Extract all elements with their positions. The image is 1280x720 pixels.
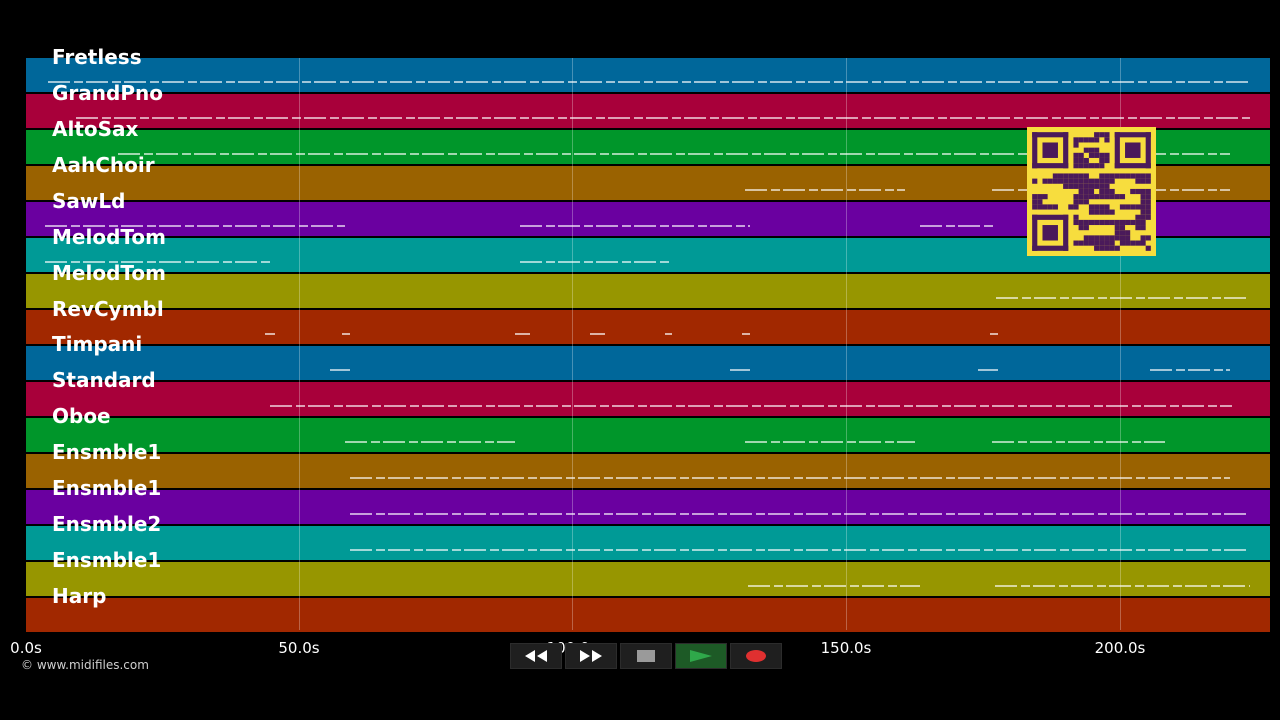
play-icon — [690, 650, 712, 662]
track-lane — [26, 562, 1270, 596]
record-button[interactable] — [730, 643, 782, 669]
track-label: Timpani — [52, 332, 143, 356]
play-button[interactable] — [675, 643, 727, 669]
track-lane — [26, 346, 1270, 380]
qr-code — [1027, 127, 1156, 256]
fast-forward-icon — [580, 650, 602, 662]
transport-controls — [510, 643, 782, 669]
track-label: SawLd — [52, 189, 126, 213]
track-label: AahChoir — [52, 153, 155, 177]
track-lane — [26, 598, 1270, 632]
track-label: AltoSax — [52, 117, 139, 141]
track-label: Standard — [52, 368, 156, 392]
track-label: RevCymbl — [52, 297, 164, 321]
track-lane — [26, 310, 1270, 344]
track-lane — [26, 526, 1270, 560]
track-label: Ensmble1 — [52, 548, 162, 572]
track-lane — [26, 58, 1270, 92]
track-label: Ensmble2 — [52, 512, 162, 536]
track-lane — [26, 490, 1270, 524]
fast-forward-button[interactable] — [565, 643, 617, 669]
track-lane — [26, 418, 1270, 452]
stop-icon — [637, 650, 655, 662]
track-label: Fretless — [52, 45, 142, 69]
track-label: MelodTom — [52, 261, 166, 285]
track-lane — [26, 454, 1270, 488]
track-label: GrandPno — [52, 81, 163, 105]
track-lane — [26, 274, 1270, 308]
track-lane — [26, 94, 1270, 128]
track-label: Oboe — [52, 404, 111, 428]
time-tick-label: 200.0s — [1094, 639, 1146, 657]
credit-text: © www.midifiles.com — [21, 658, 149, 672]
record-icon — [746, 650, 766, 662]
track-label: Ensmble1 — [52, 440, 162, 464]
time-gridline — [572, 58, 573, 630]
track-label: MelodTom — [52, 225, 166, 249]
time-gridline — [299, 58, 300, 630]
track-label: Harp — [52, 584, 107, 608]
time-tick-label: 150.0s — [820, 639, 872, 657]
time-gridline — [846, 58, 847, 630]
time-tick-label: 0.0s — [10, 639, 42, 657]
time-tick-label: 50.0s — [278, 639, 320, 657]
stop-button[interactable] — [620, 643, 672, 669]
time-gridline — [1120, 58, 1121, 630]
track-lane — [26, 382, 1270, 416]
track-label: Ensmble1 — [52, 476, 162, 500]
rewind-icon — [525, 650, 547, 662]
rewind-button[interactable] — [510, 643, 562, 669]
